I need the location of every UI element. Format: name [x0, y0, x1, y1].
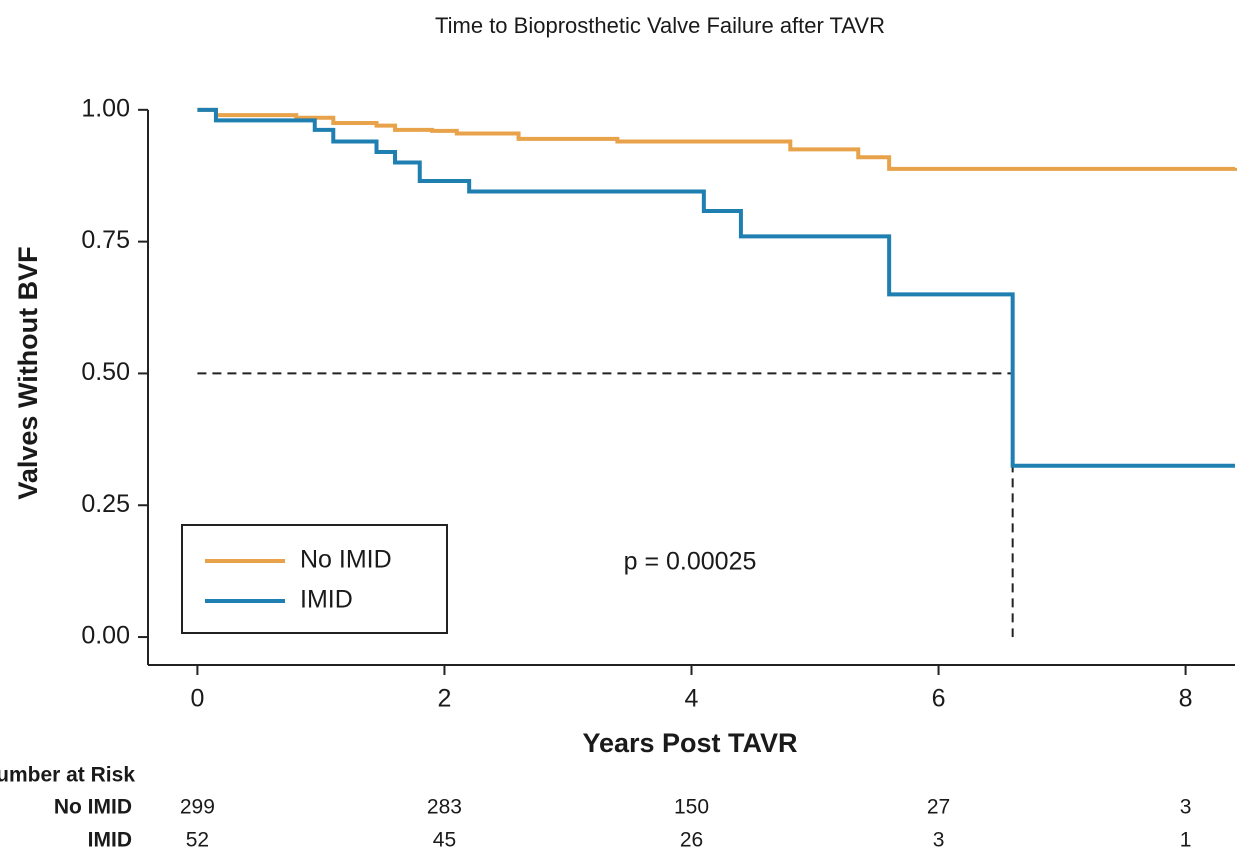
x-tick-label: 4 [685, 685, 699, 713]
legend-box [181, 524, 448, 634]
y-axis-label: Valves Without BVF [13, 246, 43, 499]
y-tick-label: 1.00 [81, 94, 130, 122]
y-tick-label: 0.50 [81, 358, 130, 386]
risk-count: 283 [427, 796, 462, 819]
legend-label: IMID [300, 586, 353, 614]
x-tick-label: 6 [932, 685, 946, 713]
y-tick-label: 0.75 [81, 226, 130, 254]
y-tick-label: 0.25 [81, 490, 130, 518]
risk-count: 150 [674, 796, 709, 819]
chart-title: Time to Bioprosthetic Valve Failure afte… [435, 13, 885, 38]
risk-count: 3 [1180, 796, 1192, 819]
risk-row-label: IMID [88, 829, 132, 852]
risk-count: 3 [933, 829, 945, 852]
risk-count: 299 [180, 796, 215, 819]
risk-count: 26 [680, 829, 703, 852]
risk-count: 1 [1180, 829, 1192, 852]
risk-row-label: No IMID [54, 796, 132, 819]
km-curve [197, 107, 1237, 171]
x-tick-label: 0 [190, 685, 204, 713]
risk-table-title: Number at Risk [0, 764, 135, 787]
risk-count: 27 [927, 796, 950, 819]
y-tick-label: 0.00 [81, 622, 130, 650]
x-tick-label: 2 [438, 685, 452, 713]
x-axis-label: Years Post TAVR [582, 728, 797, 758]
p-value: p = 0.00025 [624, 548, 757, 576]
risk-count: 52 [186, 829, 209, 852]
risk-count: 45 [433, 829, 456, 852]
km-curve [197, 107, 1235, 468]
x-tick-label: 8 [1179, 685, 1193, 713]
legend-label: No IMID [300, 546, 392, 574]
